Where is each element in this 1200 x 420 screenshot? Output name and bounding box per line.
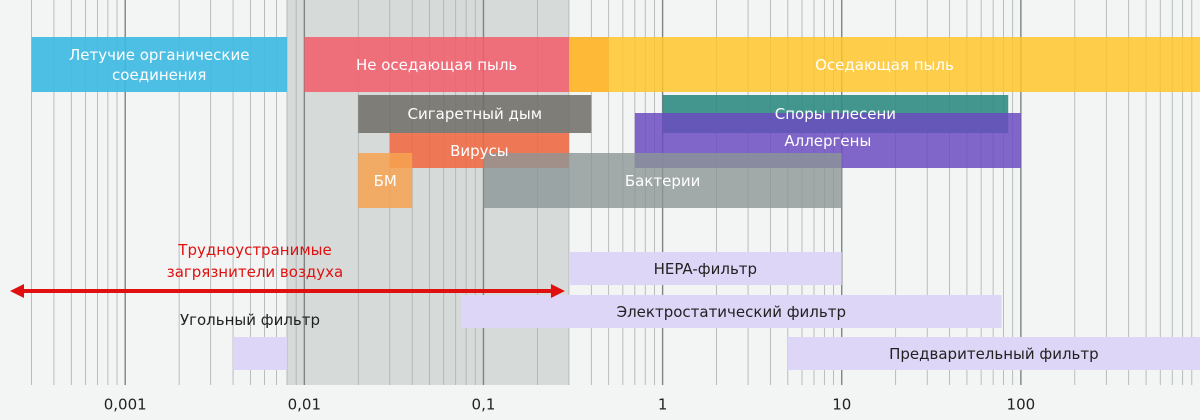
bar-label: Электростатический фильтр [616,302,846,321]
bar-label: Летучие органические соединения [69,45,250,84]
arrow-head [10,284,24,298]
arrow-head [550,284,565,298]
x-tick-label: 1 [658,396,668,414]
bar-label: Предварительный фильтр [889,344,1099,363]
bar-label: Аллергены [784,131,872,150]
range-bar [461,295,1002,328]
range-bar [483,153,842,208]
x-tick-label: 100 [1007,396,1036,414]
x-tick-label: 0,001 [104,396,147,414]
bar-label: Споры плесени [774,105,897,123]
bar-label: Угольный фильтр [179,310,321,329]
x-tick-label: 0,01 [288,396,321,414]
bar-label: Бактерии [624,171,701,190]
x-tick-label: 10 [832,396,851,414]
range-bar [787,337,1200,370]
annotation-text: Трудноустранимые загрязнители воздуха [166,241,344,281]
range-bar [233,337,287,370]
range-bar [358,95,592,133]
bar-label: Сигаретный дым [407,105,543,123]
range-bar [358,153,413,208]
bar-label: HEPA-фильтр [653,259,758,278]
x-tick-label: 0,1 [472,396,496,414]
range-bar [304,37,609,92]
bar-label: Не оседающая пыль [355,55,518,74]
bar-label: БМ [373,171,397,190]
bar-label: Вирусы [450,141,509,160]
range-bar [568,37,1200,92]
range-bar [31,37,287,92]
bar-label: Оседающая пыль [815,55,954,74]
range-bar [568,252,842,285]
